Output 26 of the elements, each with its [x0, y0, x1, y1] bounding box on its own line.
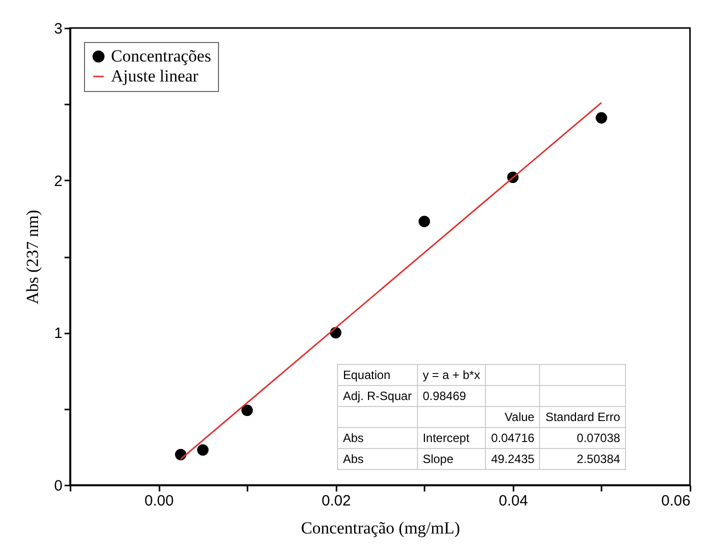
annotation: Intercept [417, 428, 486, 448]
annotation: Standard Erro [540, 406, 626, 428]
y-tick-label: 3 [54, 20, 62, 38]
annotation: 0.98469 [417, 386, 486, 406]
annotation: Adj. R-Squar [338, 386, 418, 406]
y-tick-label: 1 [54, 325, 62, 342]
annotation: Abs [338, 428, 418, 448]
annotation: Value [486, 406, 540, 428]
annotation: 2.50384 [540, 448, 626, 470]
x-tick-label: 0.00 [144, 492, 174, 510]
annotation: Abs [338, 448, 418, 470]
x-axis-title: Concentração (mg/mL) [300, 518, 460, 538]
y-axis-title: Abs (237 nm) [23, 210, 42, 304]
annotation: 0.04716 [486, 428, 540, 448]
annotation: 0.07038 [540, 428, 626, 448]
annotation: y = a + b*x [417, 364, 486, 386]
annotation: Equation [338, 364, 418, 386]
x-tick-label: 0.02 [322, 492, 351, 510]
annotation: 49.2435 [486, 448, 540, 470]
legend-label: Ajuste linear [111, 66, 199, 86]
annotation: Slope [417, 448, 486, 470]
x-tick-label: 0.06 [661, 492, 690, 510]
y-tick-label: 2 [54, 172, 62, 190]
y-tick-label: 0 [54, 478, 62, 494]
legend-label: Concentrações [111, 46, 212, 66]
x-tick-label: 0.04 [498, 492, 528, 510]
